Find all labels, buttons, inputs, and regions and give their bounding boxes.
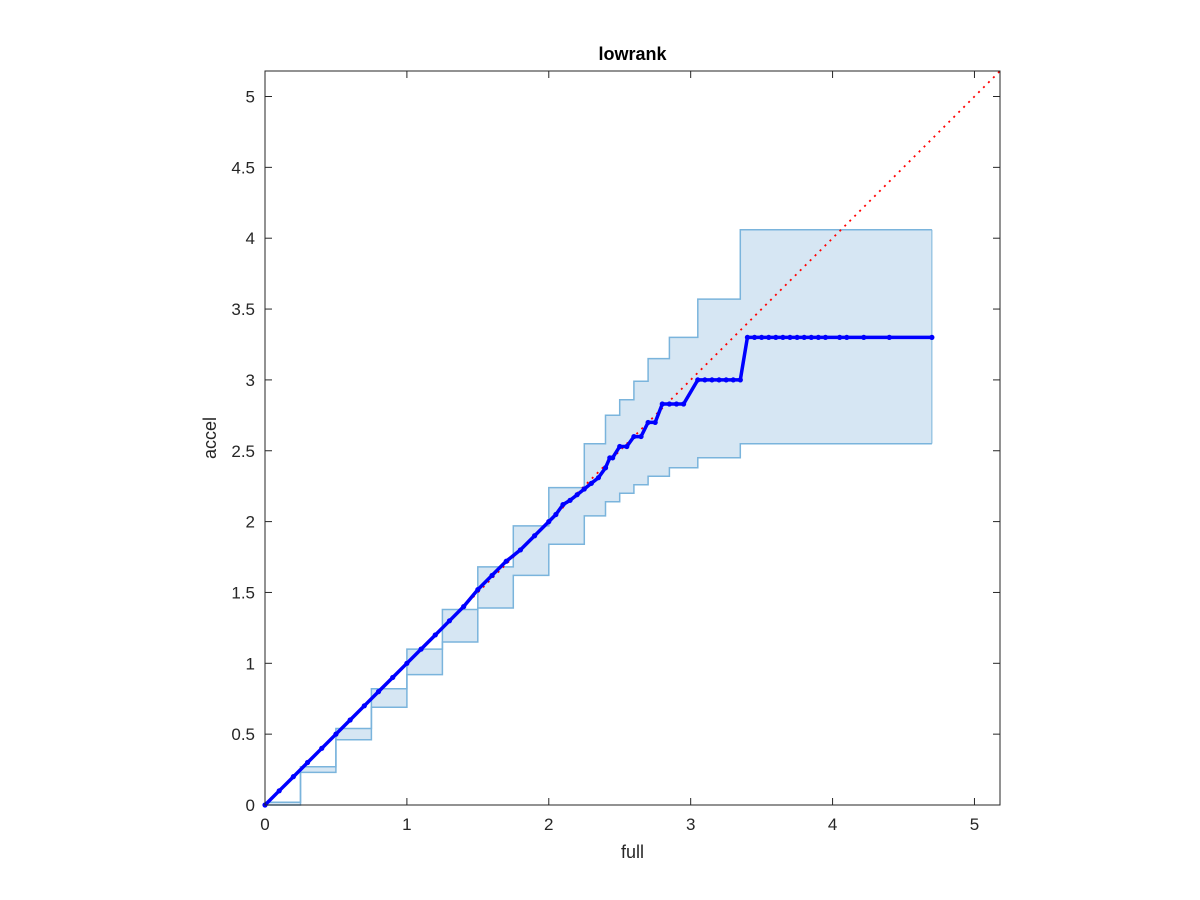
data-point bbox=[610, 455, 616, 461]
data-point bbox=[276, 788, 282, 794]
data-point bbox=[815, 334, 821, 340]
chart-title: lowrank bbox=[598, 44, 667, 64]
x-tick-label: 2 bbox=[544, 815, 553, 834]
y-tick-label: 1.5 bbox=[231, 583, 255, 602]
data-point bbox=[659, 401, 665, 407]
data-point bbox=[560, 501, 566, 508]
data-point bbox=[822, 334, 829, 340]
data-point bbox=[595, 475, 602, 481]
data-point bbox=[638, 433, 644, 440]
y-tick-label: 5 bbox=[246, 88, 255, 107]
data-point bbox=[517, 547, 524, 553]
data-point bbox=[652, 419, 658, 426]
data-point bbox=[567, 497, 573, 503]
data-point bbox=[737, 377, 743, 383]
data-point bbox=[361, 703, 367, 709]
data-point bbox=[390, 674, 396, 681]
x-axis-label: full bbox=[621, 842, 644, 862]
data-point bbox=[624, 443, 630, 450]
data-point bbox=[489, 572, 495, 579]
y-tick-label: 2.5 bbox=[231, 442, 255, 461]
y-axis-label: accel bbox=[200, 417, 220, 459]
data-point bbox=[929, 334, 935, 340]
data-point bbox=[886, 334, 892, 340]
data-point bbox=[837, 334, 843, 340]
y-tick-label: 4 bbox=[246, 229, 255, 248]
y-tick-label: 3.5 bbox=[231, 300, 255, 319]
confidence-band-lower bbox=[265, 442, 932, 806]
data-point bbox=[787, 334, 793, 340]
data-point bbox=[418, 646, 424, 652]
x-tick-label: 4 bbox=[828, 815, 837, 834]
data-point bbox=[290, 774, 296, 780]
data-point bbox=[319, 745, 325, 751]
data-point bbox=[680, 401, 687, 407]
x-tick-label: 0 bbox=[260, 815, 269, 834]
data-point bbox=[716, 377, 722, 383]
data-point bbox=[574, 492, 580, 498]
data-points-layer bbox=[262, 334, 935, 808]
data-point bbox=[333, 731, 339, 737]
data-point bbox=[645, 419, 651, 426]
y-tick-label: 0.5 bbox=[231, 725, 255, 744]
data-point bbox=[780, 334, 786, 340]
data-point bbox=[723, 377, 729, 383]
data-point bbox=[375, 689, 382, 695]
ticks-layer: 0 1 2 3 4 5 0 0.5 1 1.5 2 2.5 3 3.5 4 4.5 5 bbox=[231, 71, 1000, 834]
data-point bbox=[304, 759, 311, 766]
data-point bbox=[432, 632, 438, 638]
data-point bbox=[801, 334, 807, 340]
data-point bbox=[695, 377, 701, 383]
data-point bbox=[808, 334, 814, 340]
y-tick-label: 3 bbox=[246, 371, 255, 390]
data-point bbox=[759, 334, 765, 340]
data-point bbox=[631, 433, 637, 440]
data-point bbox=[461, 604, 467, 610]
x-tick-label: 1 bbox=[402, 815, 411, 834]
data-point bbox=[766, 334, 772, 340]
confidence-band-fill bbox=[265, 229, 932, 805]
data-point bbox=[730, 377, 736, 383]
data-point bbox=[709, 377, 715, 383]
x-tick-label: 5 bbox=[970, 815, 979, 834]
data-point bbox=[773, 334, 779, 340]
axes-frame bbox=[264, 70, 1001, 806]
data-point bbox=[503, 558, 509, 564]
data-point bbox=[744, 334, 751, 340]
y-tick-label: 2 bbox=[246, 513, 255, 532]
data-point bbox=[794, 334, 800, 340]
data-point bbox=[553, 511, 559, 518]
data-point bbox=[581, 486, 587, 492]
data-point bbox=[347, 717, 353, 723]
data-point bbox=[861, 334, 867, 340]
data-point bbox=[404, 660, 410, 666]
data-point bbox=[702, 377, 708, 383]
data-point bbox=[475, 587, 481, 593]
data-point bbox=[673, 401, 680, 407]
y-tick-label: 4.5 bbox=[231, 158, 255, 177]
data-point bbox=[588, 480, 594, 486]
y-tick-label: 1 bbox=[246, 654, 255, 673]
data-point bbox=[751, 334, 758, 340]
y-tick-label: 0 bbox=[246, 796, 255, 815]
data-point bbox=[546, 519, 552, 525]
data-point bbox=[617, 443, 623, 450]
data-point bbox=[666, 401, 672, 407]
data-point bbox=[446, 618, 453, 624]
x-tick-label: 3 bbox=[686, 815, 695, 834]
data-point bbox=[602, 465, 609, 471]
data-point bbox=[844, 334, 850, 340]
data-point bbox=[531, 533, 538, 539]
